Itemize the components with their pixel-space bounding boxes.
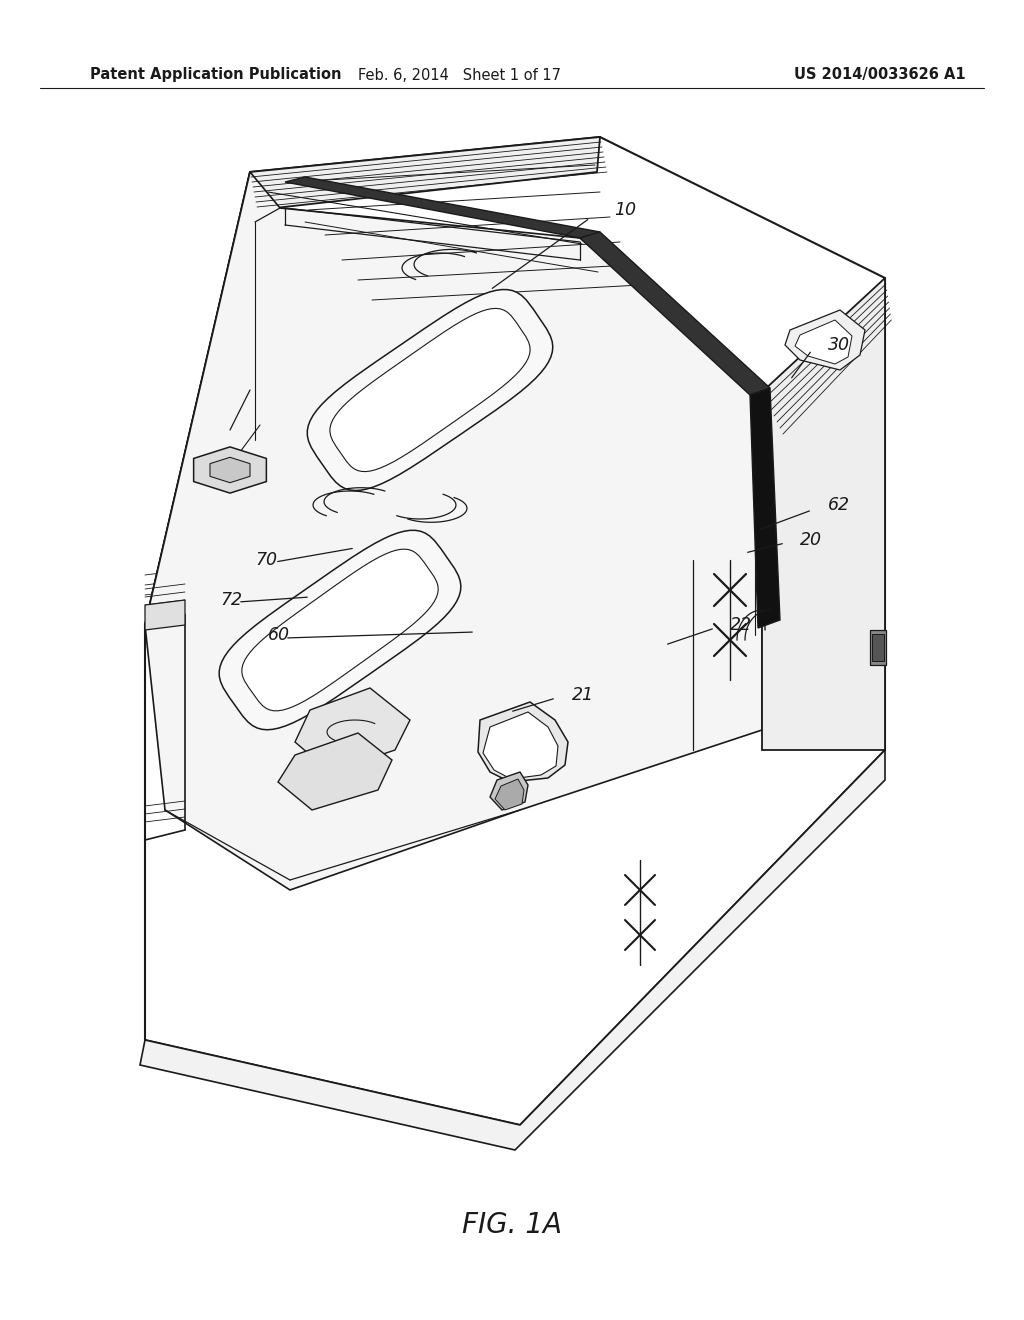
Text: 62: 62 xyxy=(828,496,850,513)
Polygon shape xyxy=(295,688,410,772)
Polygon shape xyxy=(495,779,524,810)
Text: 30: 30 xyxy=(828,337,850,354)
Text: 72: 72 xyxy=(220,591,242,609)
Polygon shape xyxy=(785,310,865,370)
Polygon shape xyxy=(278,733,392,810)
Polygon shape xyxy=(580,232,770,395)
Text: 20: 20 xyxy=(800,531,822,549)
Polygon shape xyxy=(145,172,762,890)
Text: FIG. 1A: FIG. 1A xyxy=(462,1210,562,1239)
Polygon shape xyxy=(145,601,185,630)
Polygon shape xyxy=(750,388,780,628)
Polygon shape xyxy=(330,309,530,471)
Text: 10: 10 xyxy=(614,201,636,219)
Polygon shape xyxy=(872,634,884,661)
Polygon shape xyxy=(219,531,461,730)
Polygon shape xyxy=(210,457,250,483)
Polygon shape xyxy=(250,137,600,209)
Text: 22: 22 xyxy=(730,616,752,634)
Polygon shape xyxy=(870,630,886,665)
Text: 60: 60 xyxy=(268,626,290,644)
Text: Patent Application Publication: Patent Application Publication xyxy=(90,67,341,82)
Polygon shape xyxy=(307,289,553,491)
Text: US 2014/0033626 A1: US 2014/0033626 A1 xyxy=(795,67,966,82)
Polygon shape xyxy=(795,319,852,364)
Polygon shape xyxy=(140,750,885,1150)
Text: Feb. 6, 2014   Sheet 1 of 17: Feb. 6, 2014 Sheet 1 of 17 xyxy=(358,67,561,82)
Polygon shape xyxy=(194,447,266,494)
Polygon shape xyxy=(483,711,558,779)
Polygon shape xyxy=(285,177,600,238)
Polygon shape xyxy=(762,279,885,750)
Text: 21: 21 xyxy=(572,686,594,704)
Polygon shape xyxy=(242,549,438,710)
Text: 70: 70 xyxy=(255,550,278,569)
Polygon shape xyxy=(145,137,885,1125)
Polygon shape xyxy=(478,702,568,781)
Polygon shape xyxy=(490,772,528,810)
